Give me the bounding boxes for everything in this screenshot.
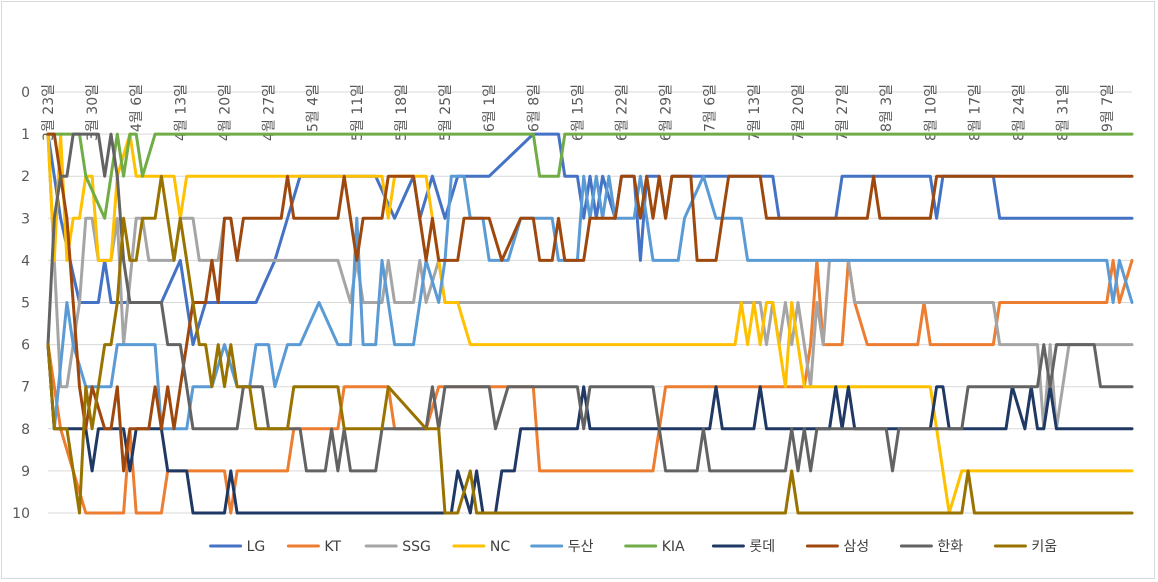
y-tick-label: 3 [21, 211, 30, 227]
y-tick-label: 6 [21, 338, 30, 354]
legend-label-키움: 키움 [1031, 539, 1057, 555]
x-tick-label: 5월 11일 [350, 84, 366, 141]
x-tick-label: 5월 25일 [438, 84, 454, 141]
x-tick-label: 3월 23일 [41, 84, 57, 141]
x-tick-label: 6월 22일 [615, 84, 631, 141]
y-tick-label: 0 [21, 85, 30, 101]
x-tick-label: 4월 27일 [262, 84, 278, 141]
series-line-LG [46, 132, 1134, 347]
x-tick-label: 3월 30일 [85, 84, 101, 141]
legend-label-롯데: 롯데 [749, 539, 775, 555]
x-tick-label: 7월 27일 [835, 84, 851, 141]
legend-label-KIA: KIA [662, 539, 685, 555]
series-line-KIA [46, 132, 1134, 220]
series-line-한화 [46, 132, 1134, 473]
x-tick-label: 8월 10일 [923, 84, 939, 141]
series-line-NC [46, 132, 1134, 515]
series-line-롯데 [46, 343, 1134, 515]
y-tick-label: 4 [21, 253, 30, 269]
y-tick-label: 7 [21, 380, 30, 396]
y-tick-label: 8 [21, 422, 30, 438]
y-tick-label: 2 [21, 169, 30, 185]
legend-label-한화: 한화 [937, 539, 963, 555]
legend-label-삼성: 삼성 [843, 539, 869, 555]
x-tick-label: 6월 8일 [526, 84, 542, 132]
legend-label-KT: KT [324, 539, 341, 555]
x-tick-label: 8월 17일 [967, 84, 983, 141]
x-tick-label: 6월 29일 [659, 84, 675, 141]
x-tick-label: 4월 20일 [217, 84, 233, 141]
legend-label-두산: 두산 [568, 539, 594, 555]
x-tick-label: 6월 15일 [570, 84, 586, 141]
x-tick-label: 5월 18일 [394, 84, 410, 141]
series-line-삼성 [46, 132, 1134, 473]
legend-label-LG: LG [247, 539, 266, 555]
x-tick-label: 7월 6일 [703, 84, 719, 132]
y-tick-label: 5 [21, 296, 30, 312]
x-tick-label: 7월 13일 [747, 84, 763, 141]
y-tick-label: 10 [12, 506, 30, 522]
series-line-SSG [46, 132, 1134, 431]
x-tick-label: 9월 7일 [1100, 84, 1116, 132]
x-tick-label: 7월 20일 [791, 84, 807, 141]
y-tick-label: 9 [21, 464, 30, 480]
legend-label-NC: NC [490, 539, 510, 555]
x-tick-label: 4월 6일 [129, 84, 145, 132]
x-tick-label: 8월 24일 [1012, 84, 1028, 141]
x-tick-label: 8월 31일 [1056, 84, 1072, 141]
x-tick-label: 6월 1일 [482, 84, 498, 132]
legend-label-SSG: SSG [402, 539, 431, 555]
x-tick-label: 8월 3일 [879, 84, 895, 132]
x-tick-label: 5월 4일 [306, 84, 322, 132]
x-tick-label: 4월 13일 [173, 84, 189, 141]
series-line-키움 [46, 174, 1134, 515]
y-tick-label: 1 [21, 127, 30, 143]
